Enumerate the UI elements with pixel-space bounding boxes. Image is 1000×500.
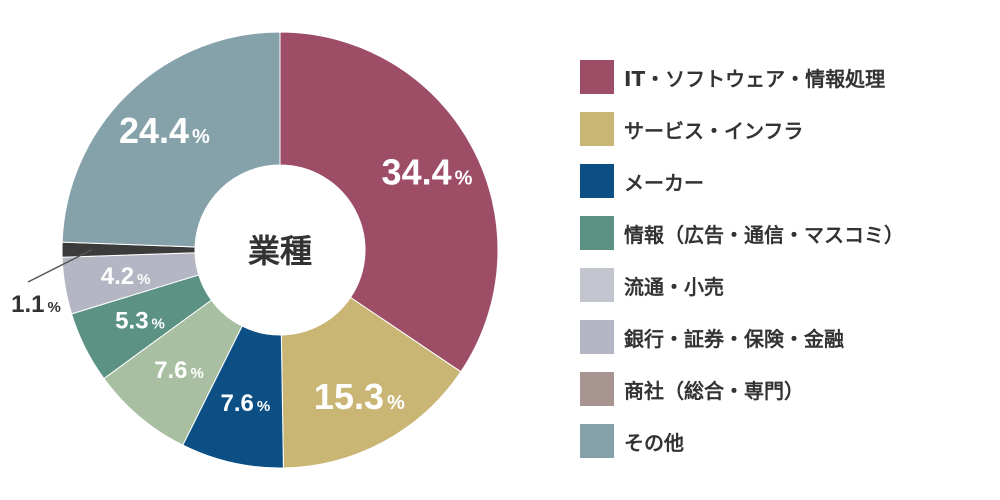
- legend-label-1: サービス・インフラ: [624, 118, 804, 143]
- legend-label-5: 銀行・証券・保険・金融: [624, 326, 844, 351]
- legend-item-6: 商社（総合・専門）: [580, 372, 904, 406]
- legend-label-4: 流通・小売: [624, 274, 724, 299]
- slice-percent-1: %: [387, 392, 405, 414]
- slice-label-0: 34.4%: [382, 151, 473, 192]
- legend-item-4: 流通・小売: [580, 268, 904, 302]
- legend-item-5: 銀行・証券・保険・金融: [580, 320, 904, 354]
- slice-percent-6: %: [48, 299, 61, 316]
- slice-value-3: 7.6: [154, 357, 187, 384]
- legend-item-7: その他: [580, 424, 904, 458]
- legend-swatch-3: [580, 216, 614, 250]
- slice-label-4: 5.3%: [115, 307, 165, 334]
- slice-percent-5: %: [137, 271, 150, 288]
- legend-item-1: サービス・インフラ: [580, 112, 904, 146]
- slice-percent-0: %: [455, 167, 473, 189]
- legend-label-6: 商社（総合・専門）: [624, 378, 804, 403]
- slice-percent-3: %: [191, 365, 204, 382]
- legend-item-0: IT・ソフトウェア・情報処理: [580, 60, 904, 94]
- legend-swatch-6: [580, 372, 614, 406]
- legend-item-3: 情報（広告・通信・マスコミ）: [580, 216, 904, 250]
- legend-label-7: その他: [624, 430, 684, 455]
- slice-value-5: 4.2: [101, 263, 134, 290]
- slice-label-5: 4.2%: [101, 263, 151, 290]
- slice-percent-2: %: [257, 398, 270, 415]
- legend: IT・ソフトウェア・情報処理 サービス・インフラ メーカー情報（広告・通信・マスコミ…: [580, 60, 904, 476]
- legend-item-2: メーカー: [580, 164, 904, 198]
- legend-label-2: メーカー: [624, 170, 704, 195]
- slice-label-2: 7.6%: [220, 390, 270, 417]
- legend-swatch-1: [580, 112, 614, 146]
- slice-labels: 34.4 %15.3 %7.6 %7.6 %5.3 %4.2 %1.1 %24.4%: [11, 110, 472, 417]
- slice-percent-7: %: [192, 126, 210, 148]
- donut-hole: [195, 165, 365, 335]
- slice-value-1: 15.3: [314, 376, 384, 417]
- slice-label-7: 24.4%: [119, 110, 210, 151]
- legend-label-3: 情報（広告・通信・マスコミ）: [624, 222, 904, 247]
- legend-swatch-7: [580, 424, 614, 458]
- slice-value-6: 1.1: [11, 291, 44, 318]
- legend-swatch-2: [580, 164, 614, 198]
- slice-label-6: 1.1%: [11, 291, 61, 318]
- legend-label-0: IT・ソフトウェア・情報処理: [624, 66, 886, 91]
- donut-chart: 業種 34.4 %15.3 %7.6 %7.6 %5.3 %4.2 %1.1 %24.4%: [11, 31, 499, 469]
- donut-slices: [61, 31, 499, 469]
- legend-swatch-4: [580, 268, 614, 302]
- slice-value-0: 34.4: [382, 151, 452, 192]
- slice-value-2: 7.6: [220, 390, 253, 417]
- leader-line-6: [27, 249, 93, 283]
- legend-swatch-5: [580, 320, 614, 354]
- slice-value-4: 5.3: [115, 307, 148, 334]
- slice-value-7: 24.4: [119, 110, 189, 151]
- center-label: 業種: [248, 232, 312, 270]
- slice-label-1: 15.3%: [314, 376, 405, 417]
- legend-swatch-0: [580, 60, 614, 94]
- slice-percent-4: %: [152, 315, 165, 332]
- slice-label-3: 7.6%: [154, 357, 204, 384]
